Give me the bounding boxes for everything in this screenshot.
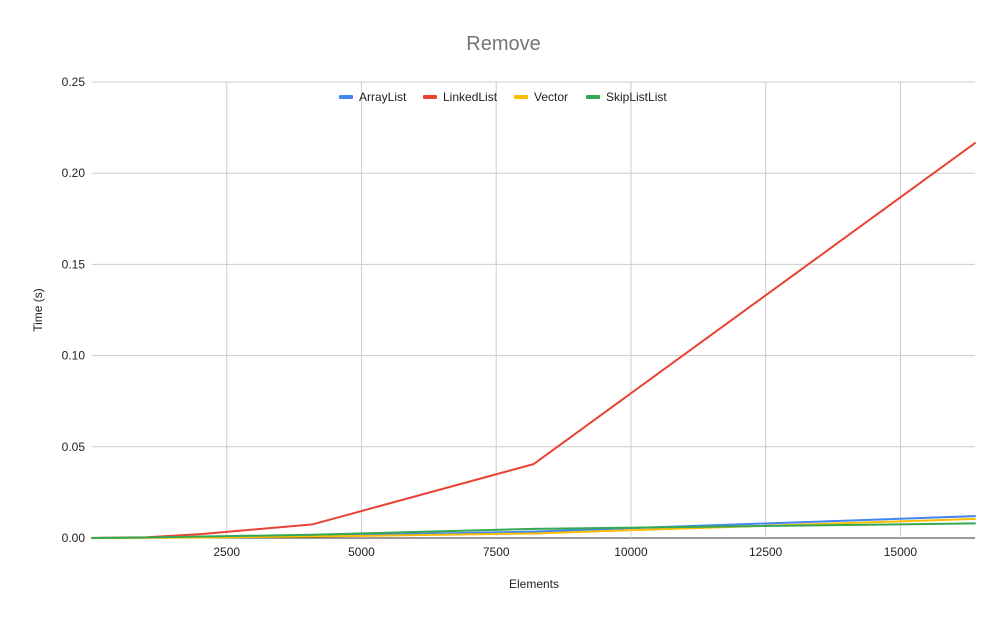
legend-item-vector: Vector	[514, 90, 568, 104]
series-line-arraylist	[91, 515, 976, 539]
legend-swatch	[339, 95, 353, 99]
legend-item-linkedlist: LinkedList	[423, 90, 498, 104]
x-tick-label: 10000	[614, 545, 648, 559]
legend-item-skiplistlist: SkipListList	[586, 90, 667, 104]
y-tick-label: 0.15	[62, 257, 86, 271]
x-tick-label: 12500	[749, 545, 783, 559]
legend-label: SkipListList	[606, 90, 667, 104]
chart-title: Remove	[466, 33, 540, 55]
legend: ArrayList LinkedList Vector SkipListList	[339, 90, 667, 104]
x-tick-label: 7500	[483, 545, 510, 559]
legend-item-arraylist: ArrayList	[339, 90, 407, 104]
y-tick-label: 0.05	[62, 440, 86, 454]
x-axis-label: Elements	[509, 577, 559, 591]
series-layer	[91, 142, 976, 539]
legend-label: ArrayList	[359, 90, 407, 104]
y-tick-label: 0.25	[62, 75, 86, 89]
legend-label: LinkedList	[443, 90, 498, 104]
y-tick-label: 0.00	[62, 531, 86, 545]
legend-swatch	[423, 95, 437, 99]
y-tick-label: 0.20	[62, 166, 86, 180]
x-tick-label: 2500	[213, 545, 240, 559]
y-axis-label: Time (s)	[31, 288, 45, 332]
tick-layer: 0.00 0.05 0.10 0.15 0.20 0.25 2500 5000 7500 1000…	[62, 75, 918, 559]
x-tick-label: 15000	[884, 545, 918, 559]
x-tick-label: 5000	[348, 545, 375, 559]
series-line-skiplistlist	[91, 522, 976, 539]
legend-label: Vector	[534, 90, 568, 104]
legend-swatch	[514, 95, 528, 99]
legend-swatch	[586, 95, 600, 99]
y-tick-label: 0.10	[62, 349, 86, 363]
series-line-linkedlist	[91, 142, 976, 539]
grid-layer	[92, 81, 975, 539]
